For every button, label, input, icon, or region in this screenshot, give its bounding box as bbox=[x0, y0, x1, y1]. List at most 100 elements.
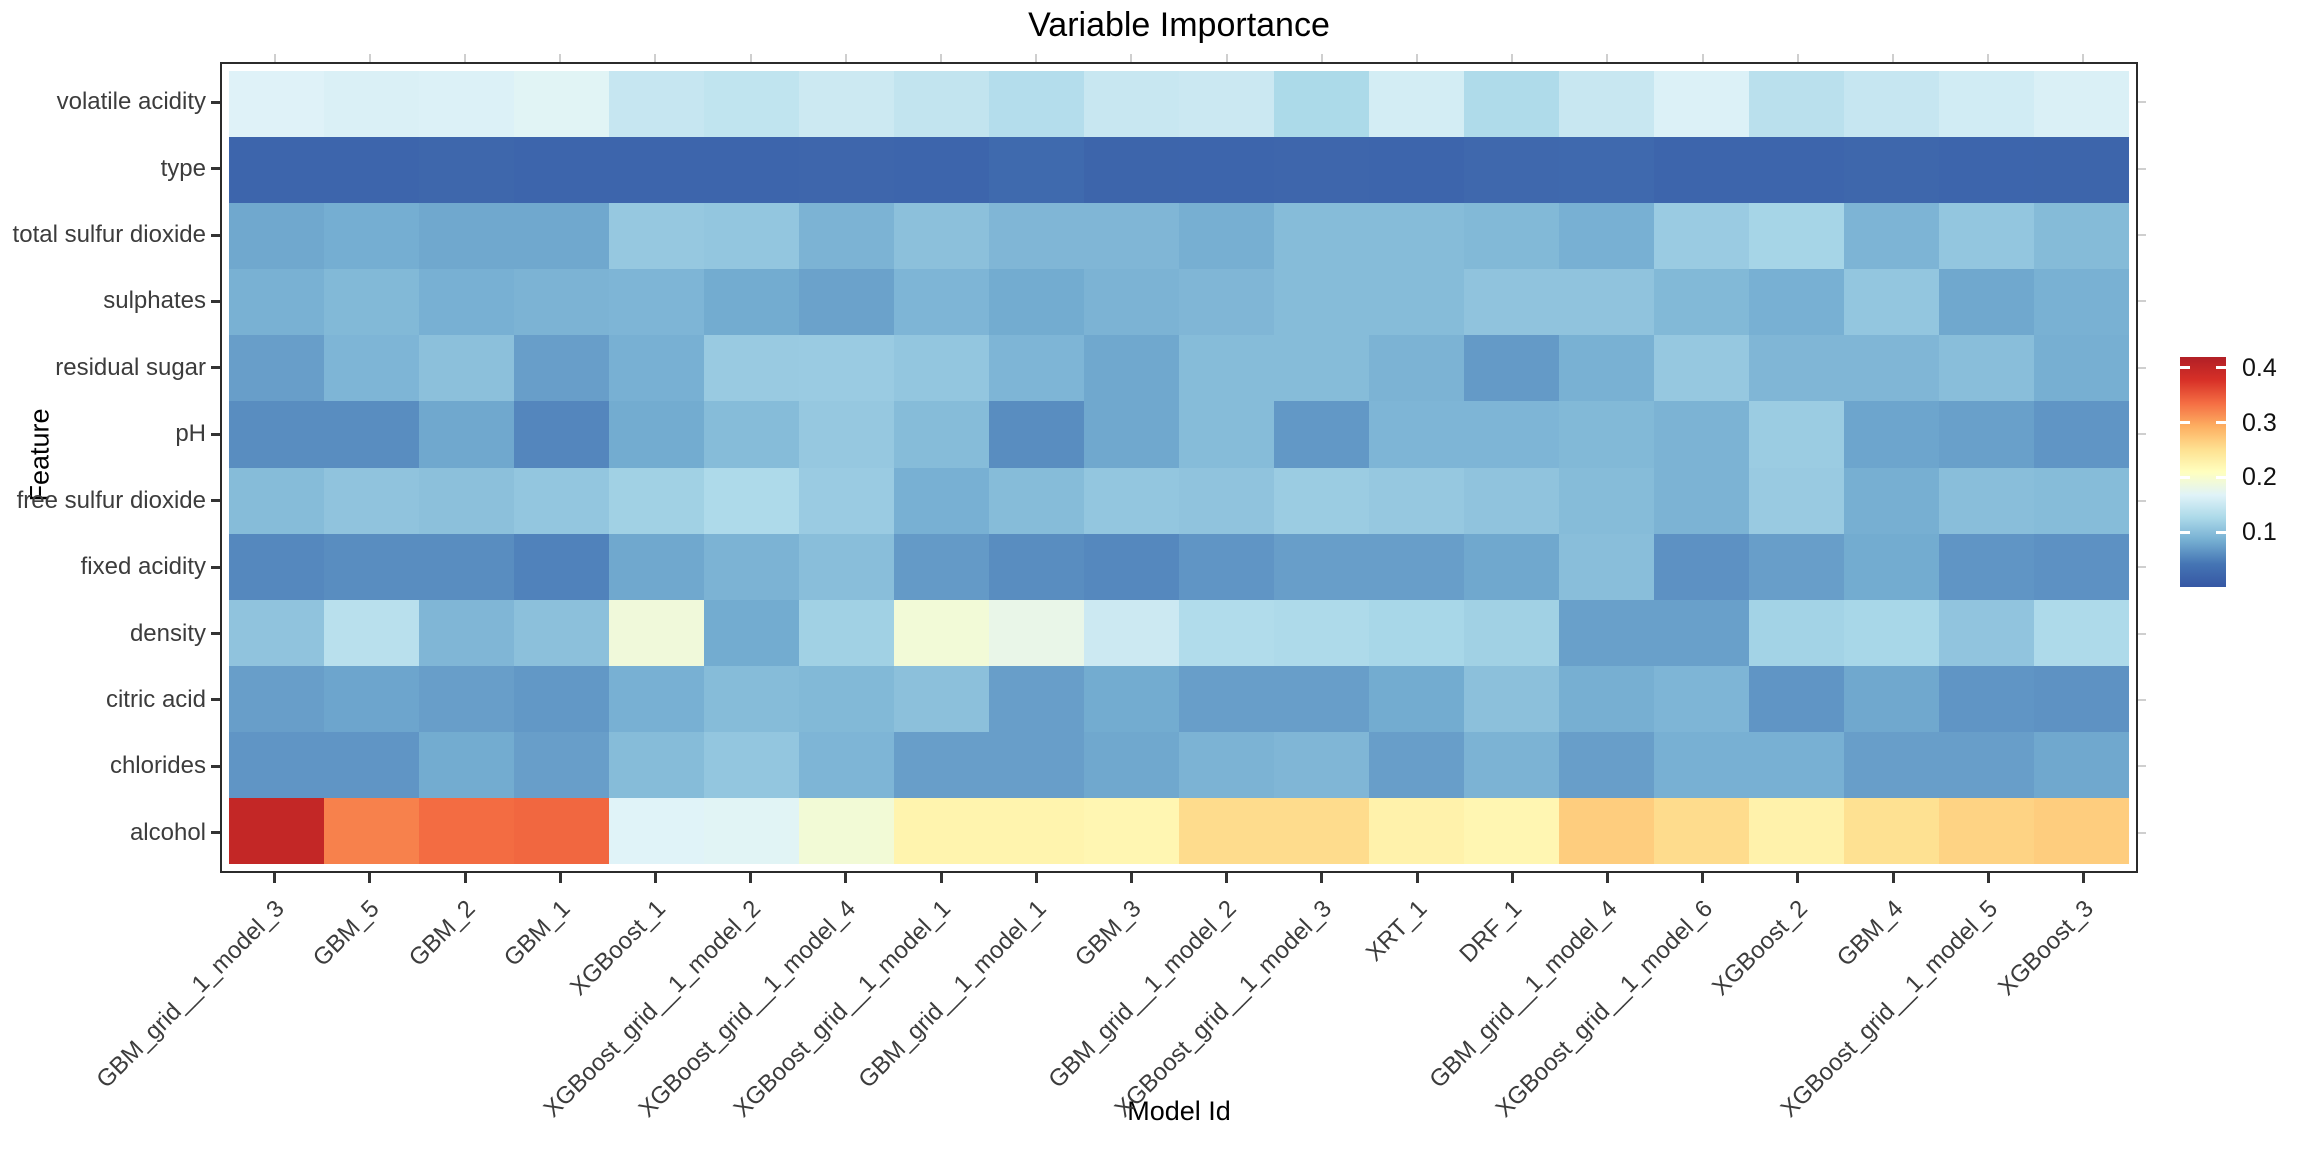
y-tick-label: pH bbox=[175, 420, 206, 448]
heatmap-cell bbox=[1274, 71, 1369, 138]
heatmap-cell bbox=[324, 797, 419, 864]
heatmap-cell bbox=[799, 467, 894, 534]
heatmap-cell bbox=[514, 71, 609, 138]
heatmap-cell bbox=[1369, 137, 1464, 204]
heatmap-cell bbox=[894, 203, 989, 270]
heatmap-cell bbox=[1084, 599, 1179, 666]
heatmap-cell bbox=[1654, 335, 1749, 402]
heatmap-cell bbox=[1464, 137, 1559, 204]
heatmap-cell bbox=[1939, 401, 2034, 468]
y-tick bbox=[211, 632, 220, 636]
heatmap-cell bbox=[1844, 599, 1939, 666]
heatmap-cell bbox=[1274, 203, 1369, 270]
heatmap-cell bbox=[1654, 401, 1749, 468]
heatmap-cell bbox=[1179, 731, 1274, 798]
heatmap-cell bbox=[419, 71, 514, 138]
x-tick-label: GBM_5 bbox=[308, 895, 386, 972]
heatmap-cell bbox=[1654, 533, 1749, 600]
heatmap-cell bbox=[1084, 533, 1179, 600]
heatmap-cell bbox=[1274, 731, 1369, 798]
y-tick bbox=[211, 432, 220, 436]
heatmap-cell bbox=[1654, 269, 1749, 336]
heatmap-cell bbox=[1464, 797, 1559, 864]
heatmap-cell bbox=[1654, 71, 1749, 138]
heatmap-cell bbox=[1749, 665, 1844, 732]
heatmap-cell bbox=[1559, 731, 1654, 798]
x-tick bbox=[2081, 873, 2085, 883]
heatmap-cell bbox=[419, 269, 514, 336]
heatmap-cell bbox=[514, 137, 609, 204]
heatmap-cell bbox=[1559, 665, 1654, 732]
heatmap-cell bbox=[894, 599, 989, 666]
heatmap-cell bbox=[1369, 203, 1464, 270]
y-tick bbox=[211, 831, 220, 835]
heatmap-cell bbox=[324, 137, 419, 204]
y-tick-label: volatile acidity bbox=[56, 88, 206, 116]
x-tick-label: XRT_1 bbox=[1360, 895, 1433, 967]
heatmap-cell bbox=[229, 137, 324, 204]
heatmap-cell bbox=[989, 599, 1084, 666]
heatmap-cell bbox=[609, 467, 704, 534]
heatmap-cell bbox=[1559, 599, 1654, 666]
heatmap-cell bbox=[324, 401, 419, 468]
heatmap-cell bbox=[1369, 533, 1464, 600]
heatmap-cell bbox=[1559, 203, 1654, 270]
heatmap-cell bbox=[989, 203, 1084, 270]
heatmap-cell bbox=[704, 797, 799, 864]
heatmap-cell bbox=[989, 401, 1084, 468]
y-tick bbox=[211, 299, 220, 303]
heatmap-cell bbox=[1844, 665, 1939, 732]
heatmap-cell bbox=[229, 533, 324, 600]
heatmap-cell bbox=[989, 533, 1084, 600]
heatmap-cell bbox=[1654, 599, 1749, 666]
heatmap-cell bbox=[704, 731, 799, 798]
heatmap-cell bbox=[894, 71, 989, 138]
heatmap-cell bbox=[2034, 269, 2129, 336]
heatmap-cell bbox=[1464, 731, 1559, 798]
heatmap-cell bbox=[989, 137, 1084, 204]
heatmap-cell bbox=[2034, 401, 2129, 468]
x-tick bbox=[1986, 873, 1990, 883]
y-tick-label: citric acid bbox=[105, 685, 206, 713]
heatmap-cell bbox=[609, 599, 704, 666]
heatmap-cell bbox=[1939, 599, 2034, 666]
heatmap-cell bbox=[609, 137, 704, 204]
x-tick bbox=[1796, 873, 1800, 883]
x-tick bbox=[1891, 873, 1895, 883]
heatmap-cell bbox=[704, 137, 799, 204]
colorbar-tick bbox=[2180, 366, 2190, 370]
heatmap-cell bbox=[1369, 401, 1464, 468]
heatmap-cell bbox=[1749, 599, 1844, 666]
heatmap-cell bbox=[799, 665, 894, 732]
heatmap-cell bbox=[1559, 797, 1654, 864]
heatmap-cell bbox=[1274, 137, 1369, 204]
heatmap-cell bbox=[609, 401, 704, 468]
x-tick bbox=[273, 873, 277, 883]
heatmap-cell bbox=[894, 665, 989, 732]
y-tick-label: total sulfur dioxide bbox=[12, 221, 206, 249]
colorbar-tick bbox=[2180, 530, 2190, 534]
heatmap-cell bbox=[1084, 731, 1179, 798]
heatmap-cell bbox=[2034, 533, 2129, 600]
heatmap-cell bbox=[704, 467, 799, 534]
plot-panel bbox=[220, 62, 2138, 873]
heatmap-cell bbox=[1844, 203, 1939, 270]
heatmap-cell bbox=[799, 71, 894, 138]
x-tick-label: GBM_4 bbox=[1831, 895, 1909, 972]
heatmap-cell bbox=[1464, 401, 1559, 468]
heatmap-cell bbox=[704, 335, 799, 402]
heatmap-cell bbox=[1749, 467, 1844, 534]
heatmap-cell bbox=[1274, 335, 1369, 402]
x-tick bbox=[749, 873, 753, 883]
heatmap-cell bbox=[989, 269, 1084, 336]
heatmap-cell bbox=[1179, 335, 1274, 402]
heatmap-cell bbox=[1179, 467, 1274, 534]
y-tick bbox=[211, 764, 220, 768]
heatmap-cell bbox=[324, 335, 419, 402]
y-tick-label: chlorides bbox=[109, 752, 206, 780]
heatmap-cell bbox=[1369, 731, 1464, 798]
heatmap-cell bbox=[704, 599, 799, 666]
heatmap-cell bbox=[894, 335, 989, 402]
colorbar bbox=[2180, 357, 2226, 587]
heatmap-cell bbox=[229, 599, 324, 666]
